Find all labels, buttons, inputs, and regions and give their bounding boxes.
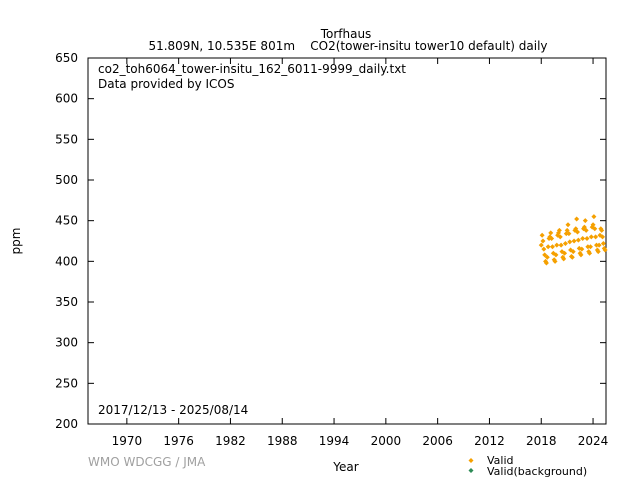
x-tick-label: 1994 xyxy=(319,434,350,448)
data-point xyxy=(582,218,588,224)
y-tick-label: 650 xyxy=(55,51,78,65)
data-point xyxy=(579,246,585,252)
legend-marker-background xyxy=(468,468,474,473)
data-point xyxy=(569,254,575,260)
data-point xyxy=(585,244,591,250)
data-point xyxy=(561,256,567,262)
data-point xyxy=(575,229,581,235)
data-point xyxy=(538,242,544,248)
y-tick-label: 350 xyxy=(55,295,78,309)
data-point xyxy=(552,258,558,264)
data-point xyxy=(543,260,549,266)
data-point xyxy=(545,244,551,250)
x-tick-label: 2000 xyxy=(371,434,402,448)
legend: Valid Valid(background) xyxy=(468,454,587,478)
data-point xyxy=(587,250,593,256)
x-axis: 1970 1976 1982 1988 1994 2000 2006 2012 2018 2024 xyxy=(112,58,609,448)
x-tick-label: 2012 xyxy=(474,434,505,448)
data-point xyxy=(600,234,606,240)
y-tick-label: 450 xyxy=(55,214,78,228)
data-point xyxy=(584,236,590,242)
x-axis-label: Year xyxy=(332,460,358,474)
data-point xyxy=(562,240,568,246)
y-axis: 200 250 300 350 400 450 500 550 600 650 xyxy=(55,51,606,431)
y-tick-label: 300 xyxy=(55,336,78,350)
data-point xyxy=(591,214,597,220)
data-point xyxy=(592,226,598,232)
x-tick-label: 1970 xyxy=(112,434,143,448)
provider-annotation: Data provided by ICOS xyxy=(98,77,234,91)
x-tick-label: 2018 xyxy=(526,434,557,448)
credit-text: WMO WDCGG / JMA xyxy=(88,455,206,469)
x-tick-label: 2006 xyxy=(422,434,453,448)
chart-title: Torfhaus xyxy=(320,27,372,41)
x-tick-label: 1982 xyxy=(215,434,246,448)
data-point xyxy=(566,231,572,237)
data-point xyxy=(544,254,550,260)
y-tick-label: 200 xyxy=(55,417,78,431)
data-points xyxy=(538,214,608,266)
data-point xyxy=(540,238,546,244)
data-point xyxy=(539,232,545,238)
y-axis-label: ppm xyxy=(9,228,23,255)
data-point xyxy=(567,239,573,245)
data-point xyxy=(565,222,571,228)
data-point xyxy=(558,242,564,248)
data-point xyxy=(580,236,586,242)
data-point xyxy=(549,236,555,242)
data-point xyxy=(541,246,547,252)
data-point xyxy=(574,216,580,222)
data-point xyxy=(571,238,577,244)
data-point xyxy=(599,227,605,233)
period-annotation: 2017/12/13 - 2025/08/14 xyxy=(98,403,248,417)
chart-subtitle: 51.809N, 10.535E 801m CO2(tower-insitu t… xyxy=(148,39,547,53)
data-point xyxy=(557,234,563,240)
data-point xyxy=(593,234,599,240)
x-tick-label: 1988 xyxy=(267,434,298,448)
data-point xyxy=(562,250,568,256)
data-point xyxy=(596,242,602,248)
data-point xyxy=(554,242,560,248)
data-point xyxy=(595,249,601,255)
legend-marker-valid xyxy=(468,458,474,463)
data-point xyxy=(548,230,554,236)
y-tick-label: 550 xyxy=(55,132,78,146)
filename-annotation: co2_toh6064_tower-insitu_162_6011-9999_d… xyxy=(98,62,406,76)
y-tick-label: 600 xyxy=(55,92,78,106)
data-point xyxy=(549,244,555,250)
x-tick-label: 1976 xyxy=(163,434,194,448)
data-point xyxy=(602,247,608,253)
data-point xyxy=(578,252,584,258)
y-tick-label: 250 xyxy=(55,376,78,390)
data-point xyxy=(553,252,559,258)
y-tick-label: 500 xyxy=(55,173,78,187)
data-point xyxy=(542,252,548,258)
data-point xyxy=(575,237,581,243)
data-point xyxy=(588,234,594,240)
data-point xyxy=(594,242,600,248)
legend-label-valid: Valid xyxy=(487,454,514,467)
y-tick-label: 400 xyxy=(55,254,78,268)
data-point xyxy=(587,244,593,250)
data-point xyxy=(556,227,562,233)
x-tick-label: 2024 xyxy=(578,434,609,448)
legend-label-background: Valid(background) xyxy=(487,465,587,478)
data-point xyxy=(570,249,576,255)
data-point xyxy=(600,240,606,246)
plot-frame xyxy=(87,57,607,425)
data-point xyxy=(583,227,589,233)
data-point xyxy=(590,222,596,228)
